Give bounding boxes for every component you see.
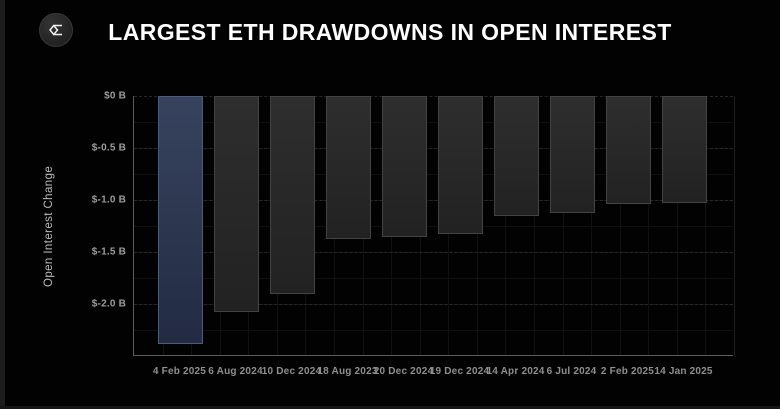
bar[interactable] <box>270 96 315 294</box>
minor-gridline <box>134 330 733 331</box>
bar[interactable] <box>662 96 707 204</box>
sigma-diamond-icon <box>49 24 62 36</box>
major-gridline <box>134 96 733 97</box>
brand-logo <box>39 13 73 47</box>
minor-gridline <box>134 226 733 227</box>
y-tick-label: $0 B <box>104 90 126 102</box>
major-gridline <box>134 252 733 253</box>
y-tick-label: $-1.0 B <box>91 194 126 206</box>
vertical-gridline <box>505 96 506 355</box>
vertical-gridline <box>677 96 678 355</box>
minor-gridline <box>134 278 733 279</box>
x-tick-label: 10 Dec 2024 <box>261 366 322 377</box>
minor-gridline <box>134 174 733 175</box>
x-tick-label: 14 Apr 2024 <box>486 366 545 377</box>
x-tick-label: 19 Dec 2024 <box>429 366 490 377</box>
vertical-gridline <box>620 96 621 355</box>
chart-title: LARGEST ETH DRAWDOWNS IN OPEN INTEREST <box>108 19 672 45</box>
vertical-gridline <box>734 96 735 355</box>
bar-highlighted[interactable] <box>158 96 203 344</box>
x-tick-label: 6 Aug 2024 <box>208 366 263 377</box>
minor-gridline <box>134 122 733 123</box>
vertical-gridline <box>591 96 592 355</box>
bar[interactable] <box>382 96 427 238</box>
major-gridline <box>134 148 733 149</box>
bar[interactable] <box>606 96 651 205</box>
bar[interactable] <box>550 96 595 213</box>
y-axis-title: Open Interest Change <box>43 165 55 287</box>
plot-area <box>133 96 735 356</box>
bar[interactable] <box>326 96 371 239</box>
y-tick-label: $-2.0 B <box>91 298 126 310</box>
x-tick-label: 18 Aug 2023 <box>317 366 378 377</box>
x-tick-label: 4 Feb 2025 <box>152 366 207 377</box>
y-tick-label: $-1.5 B <box>91 246 126 258</box>
x-tick-label: 20 Dec 2024 <box>373 366 434 377</box>
bar[interactable] <box>494 96 539 216</box>
y-tick-label: $-0.5 B <box>91 142 126 154</box>
x-tick-label: 2 Feb 2025 <box>600 366 655 377</box>
left-edge-strip <box>0 0 5 409</box>
major-gridline <box>134 200 733 201</box>
vertical-gridline <box>648 96 649 355</box>
bar[interactable] <box>214 96 259 313</box>
vertical-gridline <box>705 96 706 355</box>
x-tick-label: 6 Jul 2024 <box>546 366 597 377</box>
vertical-gridline <box>534 96 535 355</box>
bar[interactable] <box>438 96 483 235</box>
bottom-edge-strip <box>0 406 780 409</box>
major-gridline <box>134 304 733 305</box>
vertical-gridline <box>563 96 564 355</box>
x-tick-label: 14 Jan 2025 <box>654 366 713 377</box>
